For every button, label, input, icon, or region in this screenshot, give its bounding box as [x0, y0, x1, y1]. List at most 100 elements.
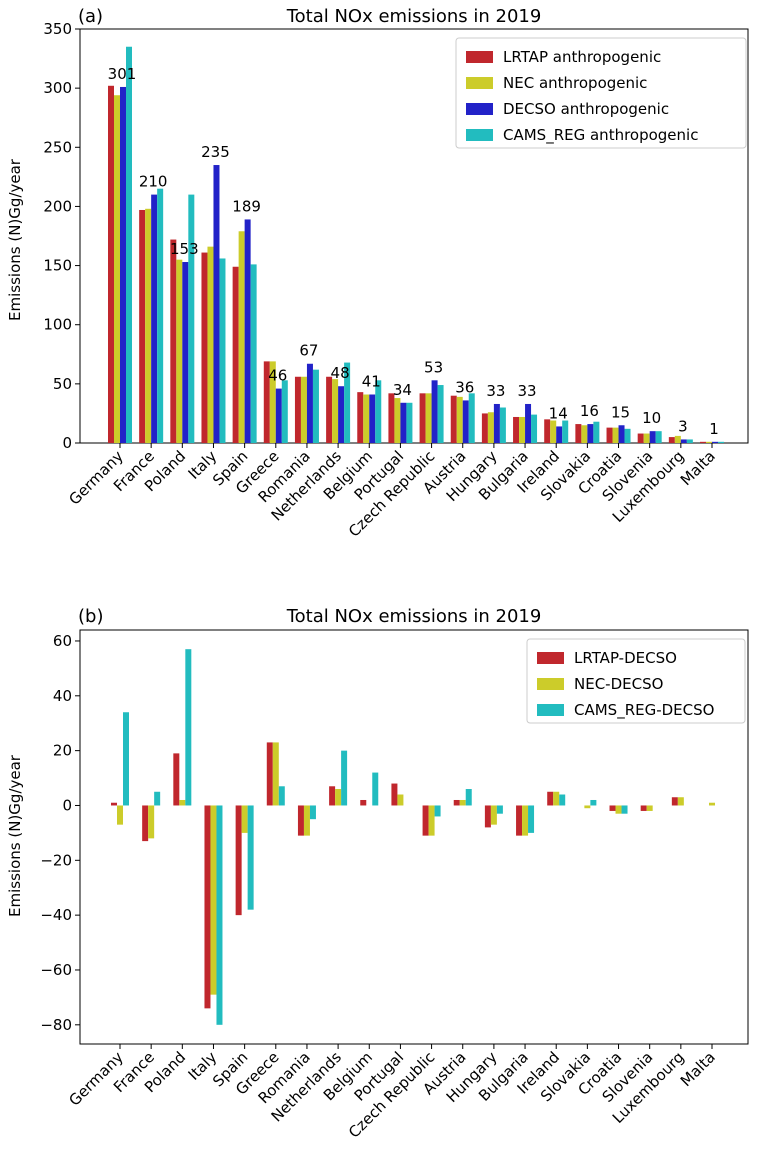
y-tick-label: 150	[43, 257, 72, 275]
bar-lrtap-17	[637, 433, 644, 443]
bar-nec-0	[114, 95, 120, 444]
data-label: 1	[709, 420, 719, 438]
chart-a-y-axis: 0 50 100 150 200 250 300 350	[43, 20, 80, 452]
bar-cams-11	[465, 789, 472, 806]
bar-decso-12	[493, 403, 500, 443]
legend-frame	[526, 638, 746, 724]
bar-lrtap-14	[544, 419, 551, 443]
chart-a-x-axis: GermanyFrancePolandItalySpainGreeceRoman…	[65, 443, 719, 541]
y-tick-label: 100	[43, 316, 72, 334]
legend-label: CAMS_REG-DECSO	[574, 701, 714, 720]
bar-lrtap-17	[640, 805, 647, 811]
bar-nec-4	[238, 231, 245, 443]
data-label: 16	[580, 402, 599, 420]
data-label: 36	[455, 378, 474, 396]
bar-nec-1	[148, 805, 155, 839]
bar-cams-6	[312, 369, 319, 443]
bar-cams-16	[624, 428, 631, 443]
bar-cams-15	[590, 799, 597, 806]
bar-nec-8	[363, 394, 370, 443]
bar-lrtap-18	[668, 437, 675, 443]
data-label: 33	[486, 382, 505, 400]
legend-swatch-cams	[537, 704, 564, 716]
data-label: 53	[424, 358, 443, 376]
bar-nec-7	[335, 789, 342, 806]
bar-nec-9	[394, 398, 401, 443]
bar-nec-7	[332, 379, 339, 443]
data-label: 67	[299, 342, 318, 360]
chart-b-ylabel: Emissions (N)Gg/year	[6, 754, 24, 917]
bar-nec-19	[706, 441, 712, 443]
bar-lrtap-11	[453, 799, 460, 806]
bar-lrtap-13	[513, 416, 520, 443]
chart-b-legend: LRTAP-DECSO NEC-DECSO CAMS_REG-DECSO	[526, 638, 746, 724]
bar-nec-0	[117, 805, 123, 825]
bar-lrtap-8	[360, 799, 367, 806]
legend-label: NEC-DECSO	[574, 675, 663, 693]
bar-cams-13	[528, 805, 535, 833]
legend-frame	[455, 37, 747, 149]
bar-decso-7	[338, 386, 345, 443]
bar-nec-4	[241, 805, 248, 833]
legend-swatch-cams	[466, 129, 493, 141]
bar-cams-9	[406, 402, 413, 443]
bar-lrtap-1	[142, 805, 149, 842]
bar-decso-8	[369, 394, 376, 443]
bar-lrtap-14	[547, 791, 554, 806]
bar-nec-18	[677, 797, 684, 806]
bar-lrtap-16	[606, 427, 613, 443]
y-tick-label: 0	[62, 434, 72, 452]
legend-swatch-nec	[466, 77, 493, 89]
bar-cams-0	[123, 712, 129, 806]
bar-lrtap-12	[484, 805, 491, 828]
bar-cams-4	[247, 805, 254, 910]
data-label: 14	[549, 404, 568, 422]
bar-cams-4	[250, 264, 257, 443]
bar-nec-12	[487, 412, 494, 443]
bar-nec-2	[176, 259, 183, 443]
bar-lrtap-6	[297, 805, 304, 836]
bar-nec-14	[553, 791, 560, 806]
bar-cams-14	[562, 420, 569, 443]
bar-lrtap-16	[609, 805, 616, 811]
bar-lrtap-1	[139, 209, 146, 443]
chart-a-plot-frame	[79, 28, 749, 444]
bar-nec-5	[269, 361, 276, 443]
bar-cams-15	[593, 421, 600, 443]
data-label: 3	[678, 417, 688, 435]
bar-lrtap-8	[357, 392, 364, 443]
bar-decso-15	[587, 424, 594, 443]
bar-lrtap-7	[326, 376, 333, 443]
x-tick-label: Malta	[677, 447, 719, 489]
bar-lrtap-5	[263, 361, 270, 443]
legend-swatch-nec	[537, 678, 564, 690]
bar-lrtap-11	[450, 395, 457, 443]
bar-decso-2	[182, 262, 189, 443]
y-tick-label: −20	[40, 851, 72, 869]
bar-nec-12	[490, 805, 497, 825]
bar-cams-8	[375, 380, 382, 443]
bar-cams-0	[126, 46, 132, 444]
bar-lrtap-12	[481, 413, 488, 443]
bar-nec-2	[179, 799, 186, 806]
bar-decso-1	[151, 194, 158, 443]
data-label: 235	[201, 143, 230, 161]
bar-cams-6	[309, 805, 316, 820]
data-label: 189	[232, 197, 261, 215]
bar-nec-11	[456, 396, 463, 443]
data-label: 41	[362, 373, 381, 391]
chart-a-bars	[108, 46, 724, 444]
bar-decso-6	[306, 363, 313, 443]
bar-cams-3	[219, 258, 226, 443]
bar-nec-17	[643, 433, 650, 443]
bar-lrtap-18	[671, 797, 678, 806]
bar-cams-17	[655, 431, 662, 443]
bar-decso-9	[400, 402, 407, 443]
bar-lrtap-3	[204, 805, 211, 1009]
bar-cams-18	[686, 439, 693, 443]
bar-nec-3	[210, 805, 217, 995]
bar-lrtap-15	[575, 424, 582, 443]
bar-cams-13	[531, 414, 538, 443]
legend-swatch-lrtap	[537, 652, 564, 664]
bar-cams-2	[185, 649, 192, 806]
